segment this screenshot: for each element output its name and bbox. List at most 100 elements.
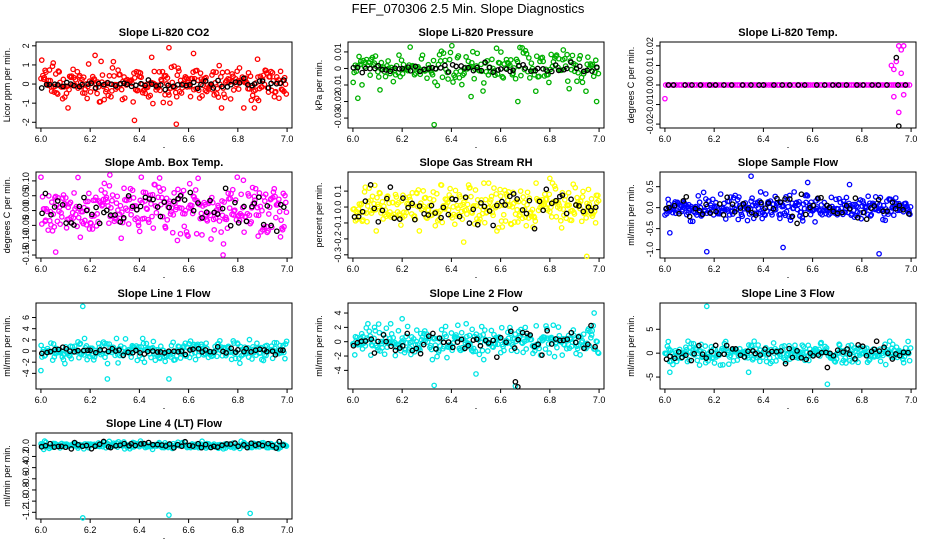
- data-point: [676, 210, 682, 217]
- series-1: [38, 303, 290, 382]
- data-point: [548, 68, 555, 75]
- data-point: [559, 192, 566, 199]
- data-point: [377, 87, 383, 93]
- x-tick-label: 6.0: [659, 264, 672, 274]
- y-tick-label: -2: [21, 358, 31, 366]
- data-point: [106, 220, 112, 227]
- data-point: [476, 351, 483, 358]
- data-point: [195, 345, 202, 352]
- data-point: [89, 226, 96, 232]
- data-point: [118, 235, 125, 242]
- data-point: [754, 82, 760, 88]
- data-point: [497, 334, 504, 341]
- data-point: [583, 253, 590, 260]
- x-tick-label: 7.0: [593, 264, 606, 274]
- data-point: [564, 51, 570, 58]
- data-point: [560, 206, 567, 213]
- data-point: [135, 222, 142, 229]
- data-point: [728, 82, 735, 88]
- data-point: [112, 83, 119, 89]
- data-point: [493, 45, 500, 52]
- data-point: [795, 82, 802, 88]
- data-point: [109, 197, 115, 204]
- data-point: [585, 204, 592, 210]
- data-point: [102, 190, 108, 196]
- data-point: [481, 219, 488, 226]
- data-point: [272, 193, 278, 200]
- data-point: [869, 82, 875, 88]
- data-point: [715, 82, 722, 88]
- data-point: [182, 438, 188, 445]
- data-point: [41, 205, 47, 212]
- data-point: [824, 364, 831, 371]
- data-point: [417, 350, 424, 357]
- y-tick-label: -4: [333, 366, 343, 374]
- data-point: [479, 347, 486, 354]
- data-point: [88, 445, 95, 452]
- data-point: [280, 442, 287, 448]
- data-point: [519, 215, 526, 222]
- data-point: [117, 202, 124, 209]
- data-point: [218, 105, 225, 111]
- data-point: [595, 70, 602, 77]
- x-tick-label: 6.8: [856, 134, 869, 144]
- data-point: [532, 88, 539, 95]
- data-point: [798, 191, 805, 198]
- data-point: [129, 203, 136, 210]
- data-point: [241, 229, 247, 236]
- data-point: [502, 202, 509, 208]
- data-point: [202, 347, 209, 353]
- data-point: [92, 194, 99, 201]
- data-point: [387, 320, 394, 327]
- data-point: [166, 512, 172, 518]
- data-point: [844, 346, 850, 352]
- data-point: [150, 338, 157, 345]
- data-point: [122, 336, 129, 342]
- data-point: [860, 82, 867, 88]
- data-point: [712, 82, 719, 88]
- data-point: [804, 192, 811, 199]
- data-point: [113, 335, 120, 342]
- data-point: [881, 344, 887, 351]
- data-point: [501, 347, 507, 354]
- data-point: [177, 355, 184, 361]
- data-point: [87, 347, 94, 354]
- data-point: [162, 358, 169, 365]
- data-point: [230, 87, 237, 93]
- data-point: [433, 346, 439, 352]
- series-1: [662, 303, 914, 388]
- data-point: [195, 175, 201, 182]
- data-point: [527, 332, 534, 338]
- data-point: [748, 82, 754, 88]
- data-point: [100, 438, 107, 445]
- data-point: [707, 210, 714, 216]
- x-tick-label: 7.0: [593, 134, 606, 144]
- data-point: [577, 205, 583, 212]
- data-point: [437, 208, 443, 214]
- data-point: [75, 347, 81, 354]
- data-point: [859, 343, 866, 350]
- data-point: [259, 442, 266, 449]
- data-point: [524, 189, 531, 196]
- data-point: [437, 65, 444, 71]
- data-point: [885, 350, 891, 357]
- data-point: [846, 206, 853, 212]
- data-point: [515, 219, 521, 225]
- x-tick-label: 6.4: [133, 264, 146, 274]
- data-point: [74, 68, 81, 75]
- data-point: [485, 340, 492, 346]
- data-point: [246, 193, 252, 199]
- data-point: [46, 67, 53, 73]
- data-point: [38, 85, 45, 91]
- data-point: [536, 73, 542, 80]
- data-point: [826, 204, 833, 211]
- data-point: [190, 79, 197, 86]
- data-point: [846, 202, 853, 209]
- data-point: [786, 342, 792, 349]
- data-point: [706, 82, 713, 88]
- data-point: [455, 205, 461, 212]
- data-point: [541, 334, 548, 341]
- data-point: [136, 228, 143, 235]
- x-tick-label: 7.0: [281, 395, 294, 405]
- data-point: [133, 82, 139, 89]
